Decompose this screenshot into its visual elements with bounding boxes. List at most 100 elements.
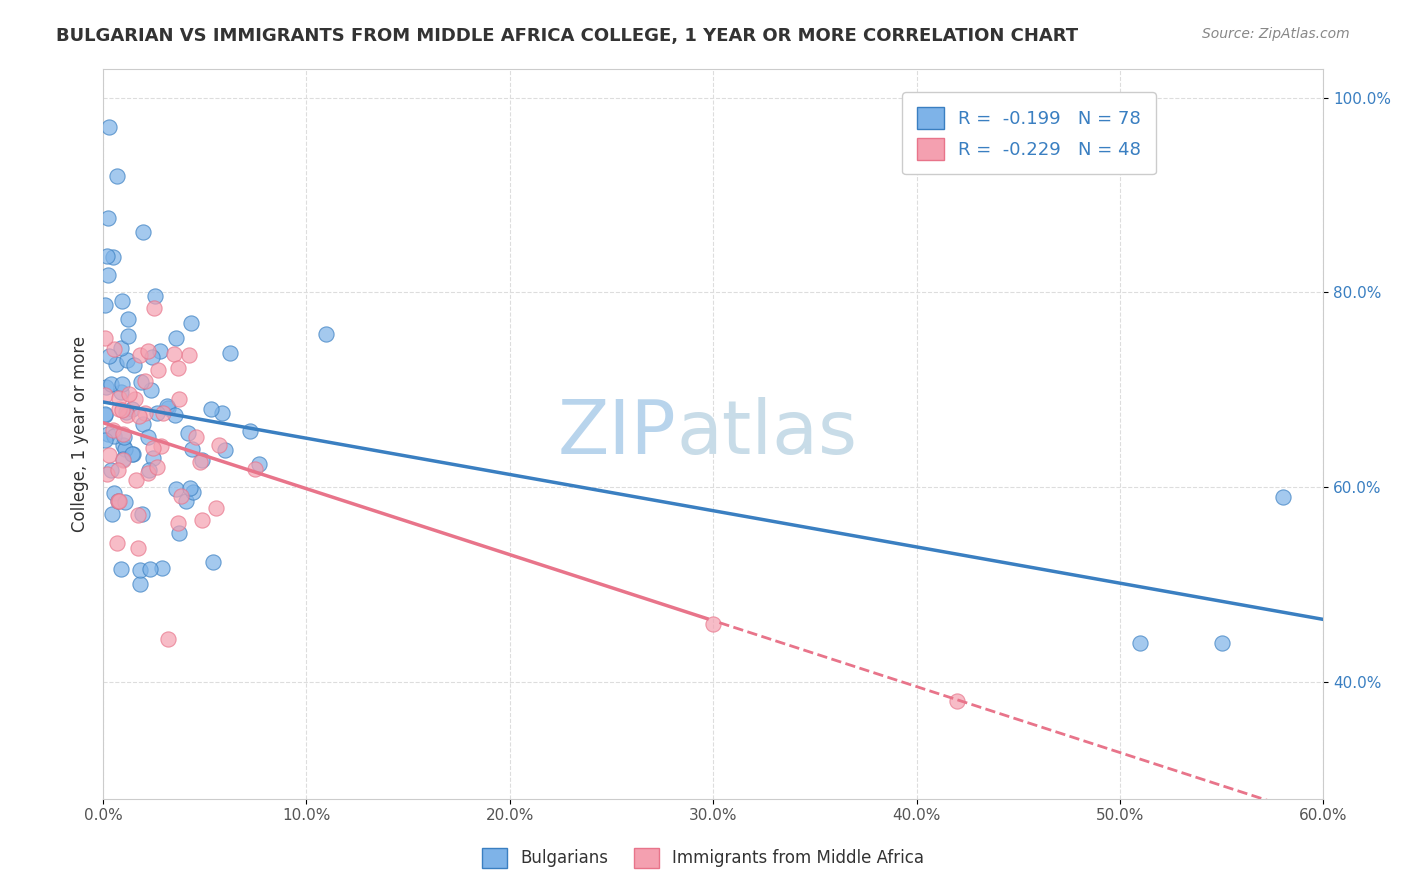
Point: [111, 426, 134, 441]
Point: [105, 357, 128, 371]
Text: atlas: atlas: [676, 397, 858, 470]
Point: [205, 500, 228, 515]
Point: [128, 563, 150, 577]
Point: [97, 426, 120, 441]
Point: [114, 442, 136, 456]
Text: Source: ZipAtlas.com: Source: ZipAtlas.com: [1202, 27, 1350, 41]
Point: [163, 409, 186, 423]
Point: [112, 429, 135, 443]
Point: [131, 507, 153, 521]
Point: [136, 343, 159, 358]
Y-axis label: College, 1 year or more: College, 1 year or more: [72, 335, 89, 532]
Point: [100, 463, 122, 477]
Point: [132, 225, 155, 239]
Point: [105, 536, 128, 550]
Point: [121, 446, 143, 460]
Point: [107, 493, 129, 508]
Point: [702, 616, 724, 631]
Point: [94, 433, 117, 447]
Point: [98, 448, 121, 462]
Point: [138, 430, 160, 444]
Point: [101, 250, 124, 264]
Point: [146, 363, 169, 377]
Point: [1129, 636, 1152, 650]
Point: [117, 312, 139, 326]
Point: [124, 392, 146, 407]
Point: [96, 467, 118, 482]
Point: [208, 438, 231, 452]
Point: [100, 377, 122, 392]
Point: [108, 493, 131, 508]
Point: [1271, 490, 1294, 504]
Point: [191, 513, 214, 527]
Point: [129, 348, 152, 362]
Point: [101, 423, 124, 437]
Point: [118, 386, 141, 401]
Point: [239, 425, 262, 439]
Point: [156, 399, 179, 413]
Point: [107, 493, 129, 508]
Point: [186, 430, 208, 444]
Point: [117, 328, 139, 343]
Point: [111, 403, 134, 417]
Point: [145, 460, 167, 475]
Point: [142, 450, 165, 465]
Point: [108, 401, 131, 416]
Point: [139, 562, 162, 576]
Point: [167, 516, 190, 530]
Point: [114, 495, 136, 509]
Point: [142, 301, 165, 316]
Point: [141, 350, 163, 364]
Point: [181, 442, 204, 456]
Point: [191, 453, 214, 467]
Point: [214, 442, 236, 457]
Point: [149, 344, 172, 359]
Point: [121, 402, 143, 417]
Point: [103, 429, 125, 443]
Point: [136, 466, 159, 480]
Point: [188, 455, 211, 469]
Point: [98, 120, 121, 134]
Point: [156, 632, 179, 646]
Point: [180, 316, 202, 330]
Point: [115, 352, 138, 367]
Point: [96, 249, 118, 263]
Point: [201, 555, 224, 569]
Point: [127, 508, 149, 522]
Point: [150, 561, 173, 575]
Point: [170, 489, 193, 503]
Point: [121, 447, 143, 461]
Point: [107, 392, 129, 406]
Point: [245, 461, 267, 475]
Point: [315, 326, 337, 341]
Point: [128, 409, 150, 424]
Point: [110, 341, 132, 355]
Point: [143, 289, 166, 303]
Text: ZIP: ZIP: [558, 397, 676, 470]
Point: [110, 562, 132, 576]
Point: [211, 406, 233, 420]
Point: [247, 457, 270, 471]
Point: [122, 358, 145, 372]
Point: [181, 485, 204, 500]
Point: [1211, 636, 1233, 650]
Point: [97, 268, 120, 282]
Point: [141, 383, 163, 397]
Point: [138, 463, 160, 477]
Point: [107, 463, 129, 477]
Point: [94, 407, 117, 421]
Point: [200, 402, 222, 417]
Point: [157, 401, 180, 415]
Point: [134, 375, 156, 389]
Point: [112, 453, 135, 467]
Legend: R =  -0.199   N = 78, R =  -0.229   N = 48: R = -0.199 N = 78, R = -0.229 N = 48: [903, 92, 1156, 174]
Point: [112, 451, 135, 466]
Point: [98, 349, 121, 363]
Point: [117, 408, 139, 422]
Point: [94, 380, 117, 394]
Point: [127, 541, 149, 556]
Point: [101, 508, 124, 522]
Point: [94, 298, 117, 312]
Point: [946, 694, 969, 708]
Point: [110, 385, 132, 400]
